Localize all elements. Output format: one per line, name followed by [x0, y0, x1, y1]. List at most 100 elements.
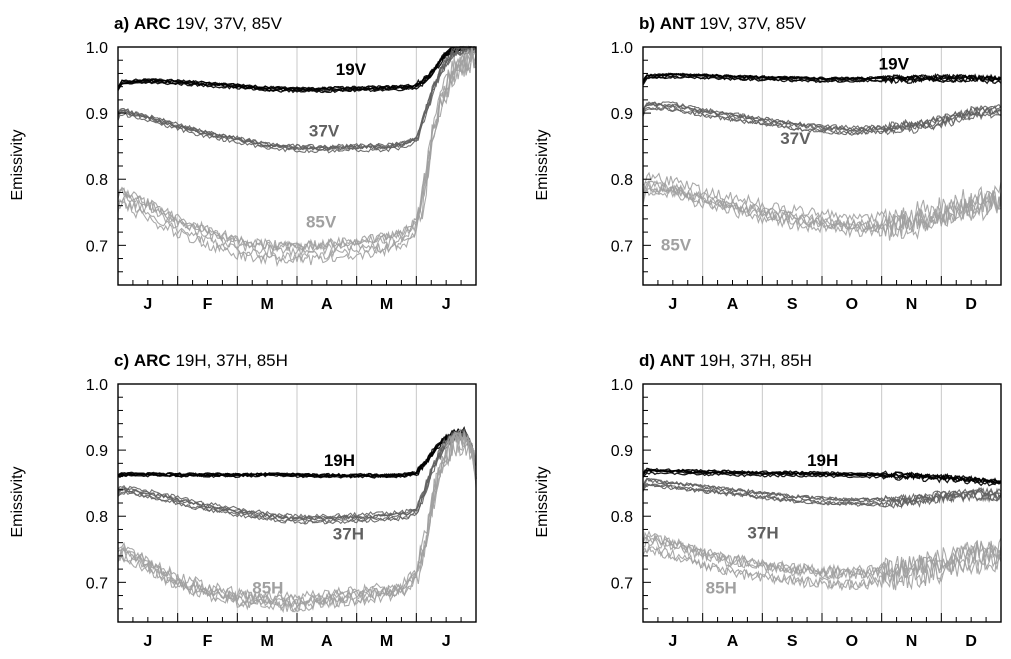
series-line-37H	[642, 482, 1002, 510]
series-line-19V	[117, 46, 477, 92]
series-37V	[642, 101, 1002, 136]
series-label-19H: 19H	[324, 451, 355, 470]
panel-a-arc-vertical: a) ARC 19V, 37V, 85V Emissivity 19V 37V 85…	[9, 14, 477, 313]
series-line-85H	[642, 530, 1002, 579]
x-month-label: M	[380, 633, 393, 650]
x-month-label: N	[906, 633, 918, 650]
y-axis-label: Emissivity	[534, 129, 551, 200]
y-tick-label: 0.8	[611, 509, 633, 526]
y-tick-label: 0.7	[86, 238, 108, 255]
plot-area: 19V 37V 85V 0.7 0.8 0.9 1.0 J F M A M J	[86, 40, 477, 313]
series-line-85V	[117, 51, 477, 253]
panel-b-ant-vertical: b) ANT 19V, 37V, 85V Emissivity 19V 37V 85…	[534, 14, 1002, 313]
x-month-label: O	[846, 633, 858, 650]
y-tick-label: 0.7	[86, 575, 108, 592]
x-month-label: M	[380, 296, 393, 313]
series-85H	[642, 530, 1002, 592]
series-line-37V	[642, 106, 1002, 136]
series-line-19H	[117, 425, 477, 478]
y-tick-label: 0.8	[611, 172, 633, 189]
series-line-37H	[117, 429, 477, 522]
series-85V	[642, 171, 1002, 241]
series-line-85H	[642, 533, 1002, 581]
y-tick-label: 0.9	[611, 106, 633, 123]
series-line-19V	[642, 72, 1002, 83]
x-month-label: J	[143, 296, 152, 313]
series-line-85V	[117, 48, 477, 258]
y-tick-label: 0.8	[86, 172, 108, 189]
series-line-85V	[117, 48, 477, 254]
series-label-19V: 19V	[336, 60, 367, 79]
series-line-19V	[117, 46, 477, 90]
y-tick-label: 1.0	[86, 377, 108, 394]
series-label-37V: 37V	[780, 129, 811, 148]
plot-area: 19H 37H 85H 0.7 0.8 0.9 1.0 J A S O N D	[611, 377, 1002, 650]
series-line-85V	[117, 46, 477, 264]
x-month-label: A	[321, 296, 333, 313]
panel-d-ant-horizontal: d) ANT 19H, 37H, 85H Emissivity 19H 37H 85…	[534, 351, 1002, 650]
y-tick-label: 0.9	[86, 443, 108, 460]
series-label-37H: 37H	[333, 524, 364, 543]
series-line-85V	[642, 182, 1002, 237]
y-tick-label: 0.9	[86, 106, 108, 123]
series-label-85H: 85H	[706, 579, 737, 598]
panel-title: a) ARC 19V, 37V, 85V	[114, 14, 283, 33]
series-37V	[117, 45, 477, 154]
x-month-label: J	[668, 296, 677, 313]
series-line-85H	[642, 543, 1002, 592]
series-label-85H: 85H	[252, 579, 283, 598]
series-19H	[117, 425, 477, 480]
y-axis-label: Emissivity	[9, 466, 26, 537]
series-19V	[642, 72, 1002, 86]
plot-area: 19V 37V 85V 0.7 0.8 0.9 1.0 J A S O N D	[611, 40, 1002, 313]
series-line-19H	[117, 427, 477, 479]
y-tick-label: 1.0	[86, 40, 108, 57]
x-month-label: S	[787, 633, 798, 650]
x-month-label: A	[321, 633, 333, 650]
series-label-37H: 37H	[747, 524, 778, 543]
x-month-label: A	[727, 633, 739, 650]
panel-title: c) ARC 19H, 37H, 85H	[114, 351, 288, 370]
x-month-label: J	[442, 296, 451, 313]
series-37H	[642, 477, 1002, 510]
x-month-label: D	[965, 296, 977, 313]
x-month-label: O	[846, 296, 858, 313]
x-month-label: D	[965, 633, 977, 650]
x-month-label: F	[203, 296, 213, 313]
plot-area: 19H 37H 85H 0.7 0.8 0.9 1.0 J F M A M J	[86, 377, 477, 650]
y-tick-label: 0.7	[611, 575, 633, 592]
x-month-label: S	[787, 296, 798, 313]
y-tick-label: 0.7	[611, 238, 633, 255]
series-line-37H	[117, 428, 477, 521]
series-line-37H	[642, 477, 1002, 504]
series-line-19H	[642, 469, 1002, 484]
series-line-85H	[642, 534, 1002, 580]
y-tick-label: 0.9	[611, 443, 633, 460]
series-label-85V: 85V	[306, 212, 337, 231]
series-line-37V	[117, 45, 477, 152]
x-month-label: J	[143, 633, 152, 650]
series-label-19V: 19V	[879, 54, 910, 73]
x-month-label: N	[906, 296, 918, 313]
series-label-85V: 85V	[661, 236, 692, 255]
x-month-label: M	[261, 296, 274, 313]
x-month-label: A	[727, 296, 739, 313]
series-line-85V	[117, 46, 477, 268]
series-85V	[117, 46, 477, 268]
series-line-19V	[642, 75, 1002, 84]
series-19H	[642, 467, 1002, 487]
series-37H	[117, 427, 477, 525]
series-19V	[117, 45, 477, 94]
series-line-85H	[117, 432, 477, 609]
y-tick-label: 1.0	[611, 40, 633, 57]
series-line-37V	[642, 101, 1002, 132]
y-axis-label: Emissivity	[9, 129, 26, 200]
x-month-label: F	[203, 633, 213, 650]
series-line-37V	[117, 46, 477, 149]
y-tick-label: 1.0	[611, 377, 633, 394]
panel-title: b) ANT 19V, 37V, 85V	[639, 14, 807, 33]
series-line-85H	[642, 546, 1002, 590]
series-label-19H: 19H	[807, 451, 838, 470]
x-month-label: J	[442, 633, 451, 650]
